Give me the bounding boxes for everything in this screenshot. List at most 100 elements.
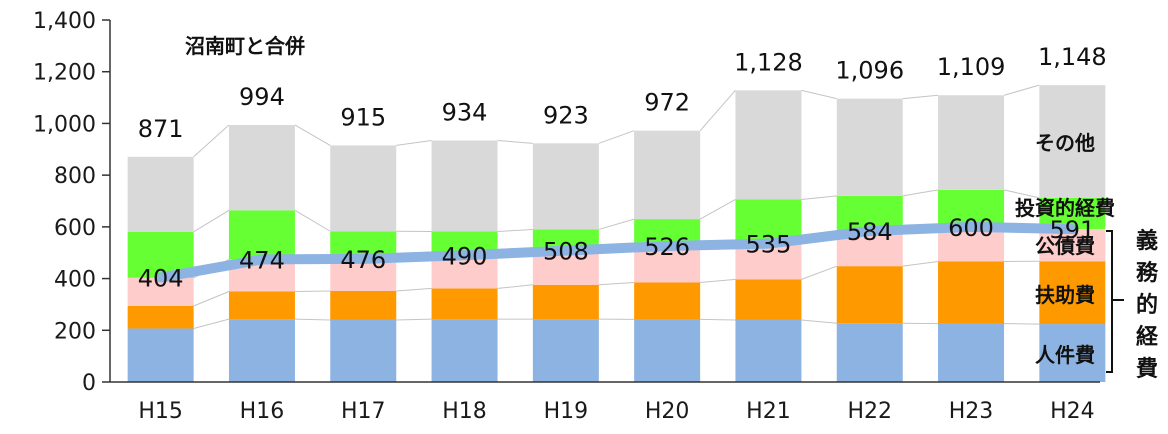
bar-segment [431,140,498,232]
bar-segment [127,305,194,329]
series-connector [699,199,736,220]
bar-segment [228,291,295,320]
series-connector [1004,323,1040,325]
bar-segment [735,319,802,382]
bar-stacks [127,85,1106,382]
series-connector [1003,189,1040,199]
total-label: 1,109 [937,53,1006,81]
series-connector [396,287,432,292]
series-connector [902,261,939,267]
series-label: 投資的経費 [1015,196,1115,220]
series-label: 公債費 [1035,234,1095,258]
series-connector [294,318,331,321]
bar-segment [431,231,498,256]
x-tick-label: H18 [442,399,487,424]
series-connector [801,89,837,100]
y-tick-label: 400 [54,268,96,293]
bar-segment [938,323,1005,382]
line-data-label: 476 [340,246,386,274]
bar-segment [1039,324,1106,382]
line-data-label: 508 [543,238,589,266]
bar-segment [836,98,903,196]
x-tick-label: H22 [847,399,892,424]
series-connector [294,124,331,146]
bar-segment [1039,261,1106,325]
series-connector [193,124,230,158]
total-label: 1,148 [1038,43,1107,71]
bar-segment [1039,85,1106,198]
total-label: 934 [442,98,488,126]
bar-segment [228,319,295,382]
series-connector [700,318,736,321]
x-tick-label: H17 [341,399,386,424]
y-tick-label: 200 [54,319,96,344]
x-tick-label: H23 [949,399,994,424]
bar-segment [938,189,1005,227]
series-label: その他 [1035,131,1095,155]
total-label: 1,128 [734,48,803,76]
bar-segment [532,319,599,382]
bar-segment [1039,229,1106,262]
series-connector [497,228,533,233]
line-data-label: 591 [1049,216,1095,244]
line-data-label: 535 [746,231,792,259]
bar-segment [735,243,802,280]
series-label: 扶助費 [1035,283,1095,307]
bracket-label-char: 義 [1136,228,1158,254]
x-tick-label: H16 [240,399,285,424]
x-axis: H15 H16 H17 H18 H19 H20 H21 H22 H23 H24 [138,399,1094,424]
x-tick-label: H21 [746,399,791,424]
bracket-label-char: 費 [1136,357,1158,382]
x-tick-label: H15 [138,399,183,424]
total-label: 871 [138,115,184,143]
merger-annotation: 沼南町と合併 [185,34,305,58]
x-tick-label: H20 [645,399,690,424]
line-data-label: 474 [239,246,285,274]
series-connector [193,291,230,307]
series-connector [699,90,736,131]
total-label: 923 [543,101,589,129]
bracket-label-char: 的 [1136,292,1158,318]
y-tick-label: 1,000 [33,112,96,137]
mandatory-bracket [1106,230,1113,373]
mandatory-cost-polyline [155,221,1078,283]
bar-segment [735,279,802,320]
y-tick-label: 1,200 [33,61,96,86]
bar-segment [228,124,295,211]
series-connector [801,319,837,324]
series-connector [497,284,533,289]
bar-segment [431,319,498,382]
series-connector [801,265,837,280]
series-connector [294,290,331,292]
series-connector [193,209,230,233]
bar-segment [634,319,701,382]
total-label: 972 [644,89,690,117]
bar-segment [228,210,295,260]
y-tick-label: 0 [82,371,96,396]
series-connector [700,278,736,283]
bar-segment [938,95,1005,190]
bar-segment [330,319,397,382]
y-axis: 0 200 400 600 800 1,000 1,200 1,400 [33,9,1100,396]
line-data-label: 490 [442,242,488,270]
series-connector [598,281,635,286]
bar-segment [330,258,397,291]
bar-segment [735,90,802,200]
line-data-label: 404 [138,265,184,293]
bar-segment [634,130,701,220]
series-connector [396,318,432,321]
bar-segment [836,323,903,382]
total-labels: 871 994 915 934 923 972 1,128 1,096 1,109 1,148 [138,43,1107,143]
bar-segment [330,145,397,232]
bar-segment [330,290,397,320]
bar-segment [532,284,599,320]
x-tick-label: H19 [544,399,589,424]
bar-segment [938,261,1005,324]
connector-lines [193,84,1040,329]
bar-segment [532,143,599,230]
series-connector [902,94,939,100]
line-data-label: 584 [847,218,893,246]
total-label: 1,096 [835,57,904,85]
series-label: 人件費 [1035,343,1095,367]
bar-segment [127,328,194,382]
